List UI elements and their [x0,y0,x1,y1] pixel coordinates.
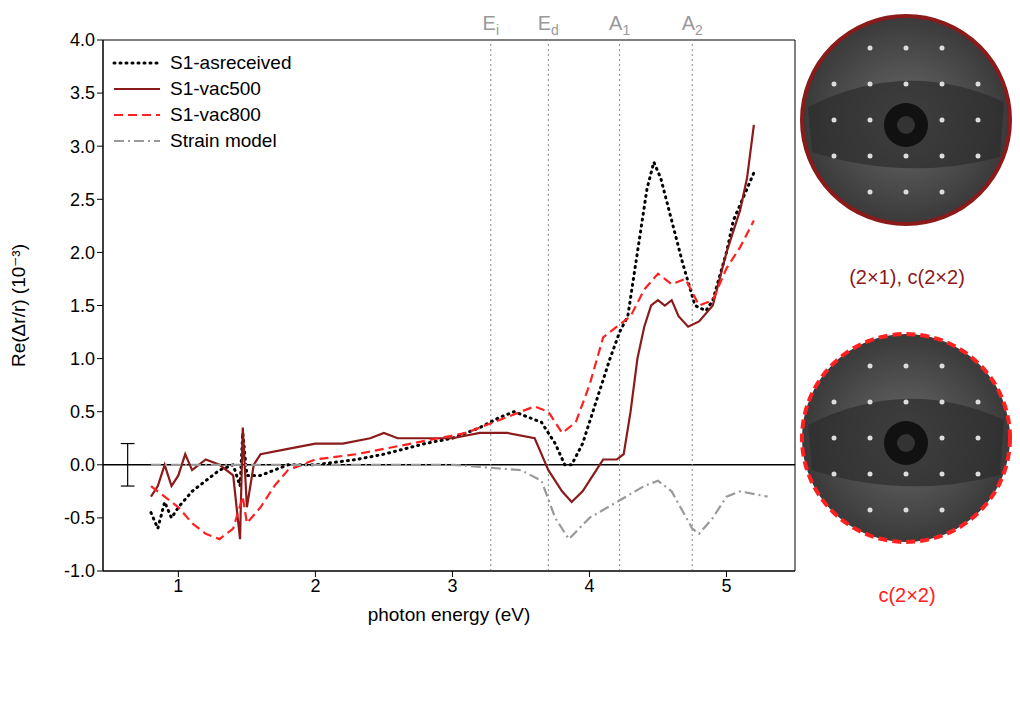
svg-text:Ei: Ei [483,12,499,38]
svg-text:5: 5 [721,576,731,596]
svg-text:0.5: 0.5 [70,402,95,422]
svg-text:photon energy (eV): photon energy (eV) [368,604,531,625]
svg-text:A1: A1 [609,12,630,38]
svg-text:1.5: 1.5 [70,296,95,316]
svg-text:0.0: 0.0 [70,455,95,475]
svg-text:1.0: 1.0 [70,349,95,369]
svg-text:3.5: 3.5 [70,83,95,103]
svg-text:4: 4 [584,576,594,596]
svg-text:A2: A2 [682,12,703,38]
html-text:Strain model: Strain model [170,130,277,151]
svg-text:4.0: 4.0 [70,30,95,50]
svg-text:Re(Δr/r) (10⁻³): Re(Δr/r) (10⁻³) [8,244,29,367]
svg-text:2.5: 2.5 [70,190,95,210]
svg-text:3: 3 [447,576,457,596]
svg-text:2.0: 2.0 [70,243,95,263]
svg-text:1: 1 [173,576,183,596]
html-text:S1-vac800: S1-vac800 [170,104,261,125]
svg-text:2: 2 [310,576,320,596]
svg-text:3.0: 3.0 [70,137,95,157]
svg-text:Ed: Ed [538,12,559,38]
svg-text:-1.0: -1.0 [64,561,95,581]
html-text:S1-asreceived: S1-asreceived [170,52,292,73]
html-text:c(2×2): c(2×2) [878,584,936,606]
svg-text:-0.5: -0.5 [64,508,95,528]
html-text:S1-vac500: S1-vac500 [170,78,261,99]
html-text:(2×1), c(2×2): (2×1), c(2×2) [849,266,965,288]
